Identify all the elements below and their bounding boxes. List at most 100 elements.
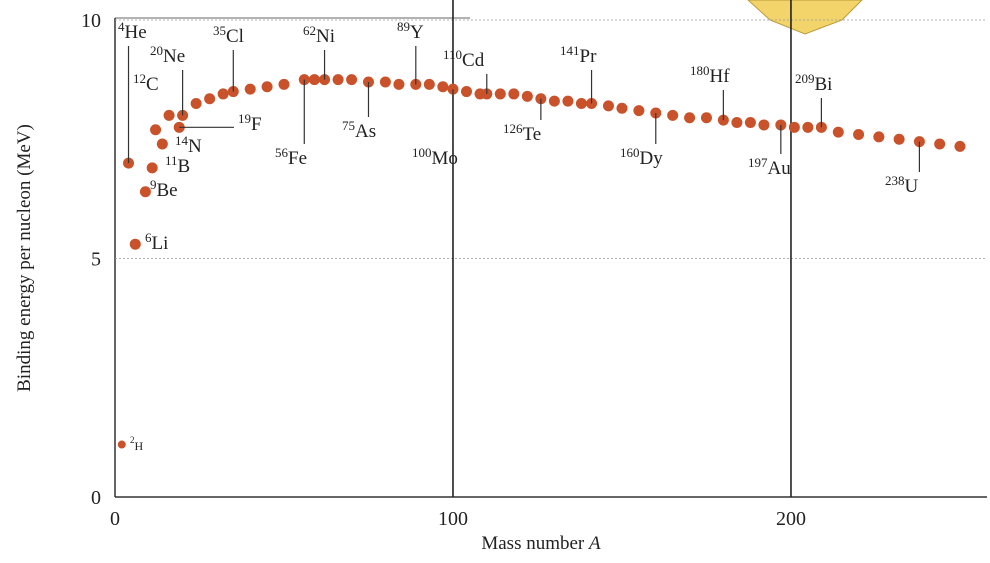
point <box>508 88 520 100</box>
nuclide-label: 209Bi <box>795 71 832 95</box>
nuclide-label: 62Ni <box>303 23 335 47</box>
point <box>190 97 202 109</box>
mass-number: 6 <box>145 230 152 245</box>
nuclide-label: 141Pr <box>560 43 597 67</box>
y-tick-label: 0 <box>91 487 101 509</box>
point <box>494 88 506 100</box>
x-tick-label: 200 <box>776 508 806 530</box>
corner-image <box>747 0 863 35</box>
mass-number: 20 <box>150 43 163 58</box>
element-symbol: H <box>135 439 144 453</box>
nuclide-label: 19F <box>238 111 262 135</box>
element-symbol: Pr <box>580 46 598 67</box>
mass-number: 141 <box>560 43 580 58</box>
point <box>204 93 216 105</box>
mass-number: 19 <box>238 111 251 126</box>
x-axis-label-text: Mass number <box>481 533 585 554</box>
point <box>437 81 449 93</box>
y-tick-label: 10 <box>81 10 101 32</box>
mass-number: 160 <box>620 145 640 160</box>
point <box>308 74 320 86</box>
element-symbol: N <box>188 136 202 157</box>
point <box>117 440 126 449</box>
point <box>731 117 743 129</box>
point <box>616 102 628 114</box>
nuclide-label: 35Cl <box>213 23 244 47</box>
mass-number: 238 <box>885 173 905 188</box>
element-symbol: Hf <box>710 66 731 87</box>
point <box>150 124 162 136</box>
mass-number: 75 <box>342 118 355 133</box>
point <box>146 162 158 174</box>
element-symbol: Y <box>410 22 424 43</box>
y-axis-label: Binding energy per nucleon (MeV) <box>14 124 35 392</box>
point <box>244 83 256 95</box>
element-symbol: Ne <box>163 46 185 67</box>
element-symbol: Au <box>768 158 792 179</box>
point <box>346 74 358 86</box>
nuclide-label: 89Y <box>397 19 424 43</box>
element-symbol: Ni <box>316 26 335 47</box>
point <box>853 128 865 140</box>
point <box>758 119 770 131</box>
element-symbol: Cl <box>226 26 244 47</box>
mass-number: 110 <box>443 47 462 62</box>
mass-number: 35 <box>213 23 226 38</box>
nuclide-label: 180Hf <box>690 63 730 87</box>
point <box>521 90 533 102</box>
point <box>156 138 168 150</box>
point <box>163 109 175 121</box>
element-symbol: He <box>125 22 147 43</box>
element-symbol: Cd <box>462 50 485 71</box>
point <box>393 78 405 90</box>
nuclide-label: 2H <box>130 435 144 453</box>
point <box>332 74 344 86</box>
element-symbol: B <box>178 156 191 177</box>
point <box>575 97 587 109</box>
element-symbol: Fe <box>288 148 307 169</box>
nuclide-label: 4He <box>118 19 147 43</box>
point <box>832 126 844 138</box>
element-symbol: C <box>146 74 159 95</box>
mass-number: 62 <box>303 23 316 38</box>
nuclide-label: 20Ne <box>150 43 185 67</box>
element-symbol: F <box>251 114 262 135</box>
nuclide-label: 11B <box>165 153 190 177</box>
nuclide-label: 12C <box>133 71 159 95</box>
point <box>667 109 679 121</box>
point <box>700 112 712 124</box>
point <box>129 238 141 250</box>
nuclide-label: 238U <box>885 173 919 197</box>
point <box>954 140 966 152</box>
mass-number: 12 <box>133 71 146 86</box>
point <box>633 105 645 117</box>
point <box>423 78 435 90</box>
mass-number: 11 <box>165 153 178 168</box>
point <box>893 133 905 145</box>
mass-number: 180 <box>690 63 710 78</box>
element-symbol: Mo <box>432 148 458 169</box>
element-symbol: Li <box>152 233 169 254</box>
point <box>684 112 696 124</box>
mass-number: 100 <box>412 145 432 160</box>
nuclide-label: 160Dy <box>620 145 663 169</box>
x-tick-label: 100 <box>438 508 468 530</box>
nuclide-label: 126Te <box>503 121 541 145</box>
point <box>873 131 885 143</box>
mass-number: 126 <box>503 121 523 136</box>
point <box>802 121 814 133</box>
mass-number: 9 <box>150 177 157 192</box>
x-axis-label: Mass number A <box>481 533 601 554</box>
nuclide-label: 9Be <box>150 177 178 201</box>
nuclide-label: 100Mo <box>412 145 458 169</box>
point <box>548 95 560 107</box>
point <box>139 186 151 198</box>
point <box>379 76 391 88</box>
mass-number: 4 <box>118 19 125 34</box>
point <box>934 138 946 150</box>
element-symbol: As <box>355 121 376 142</box>
point <box>562 95 574 107</box>
point <box>602 100 614 112</box>
mass-number: 89 <box>397 19 410 34</box>
